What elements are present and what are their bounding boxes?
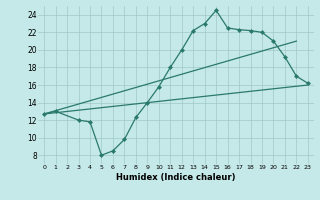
X-axis label: Humidex (Indice chaleur): Humidex (Indice chaleur): [116, 173, 236, 182]
